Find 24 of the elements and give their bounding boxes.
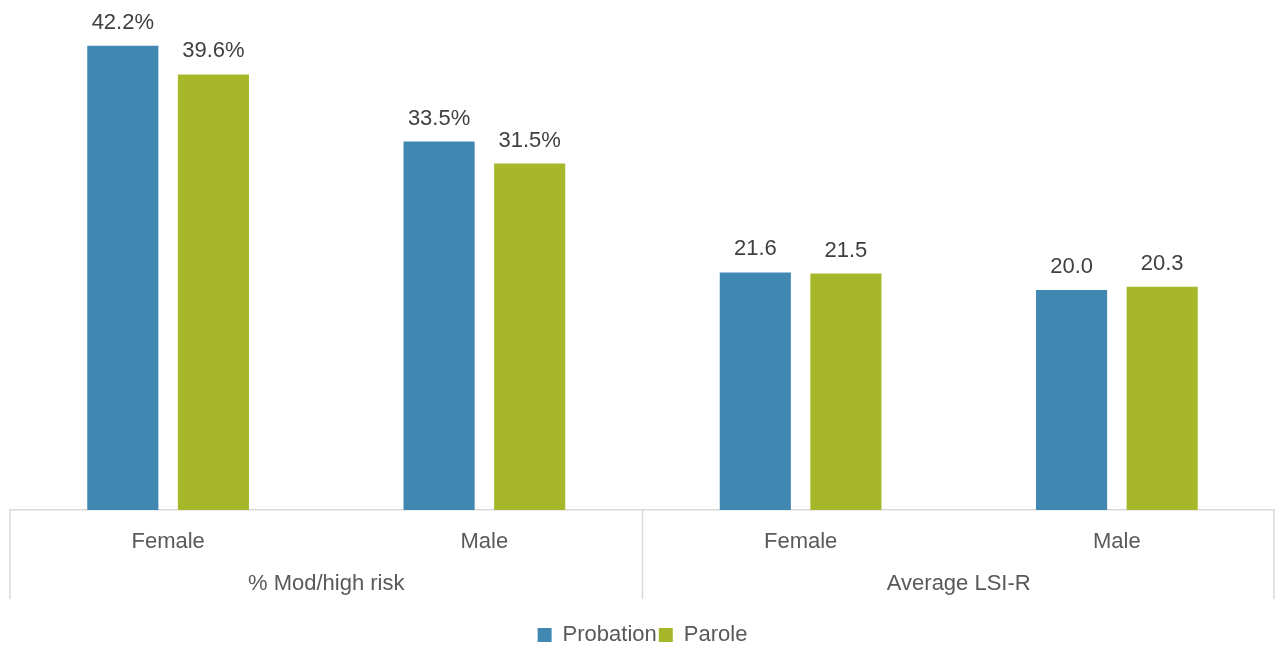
text: Average LSI-R (886, 570, 1031, 596)
x-tick-label: Male (460, 528, 509, 554)
bar (177, 74, 249, 510)
bar (810, 273, 882, 510)
data-label: 21.6 (733, 235, 777, 261)
bar (1126, 286, 1198, 510)
legend-label: Parole (683, 621, 748, 646)
data-label: 20.3 (1140, 249, 1184, 275)
text: % Mod/high risk (247, 570, 406, 596)
data-label: 21.5 (824, 236, 868, 262)
x-tick-label: Female (131, 528, 205, 554)
data-label: 39.6% (182, 37, 245, 63)
legend-label: Probation (562, 621, 657, 646)
data-label: 20.0 (1050, 253, 1093, 279)
bar (719, 272, 791, 510)
bar (403, 141, 475, 510)
data-label: 42.2% (91, 8, 155, 34)
bar (1036, 290, 1108, 510)
data-label: 31.5% (498, 126, 561, 152)
x-tick-label: Female (763, 528, 838, 554)
x-tick-label: Male (1093, 528, 1141, 554)
bar (494, 163, 566, 510)
data-label: 33.5% (407, 104, 471, 130)
bar (87, 45, 159, 510)
